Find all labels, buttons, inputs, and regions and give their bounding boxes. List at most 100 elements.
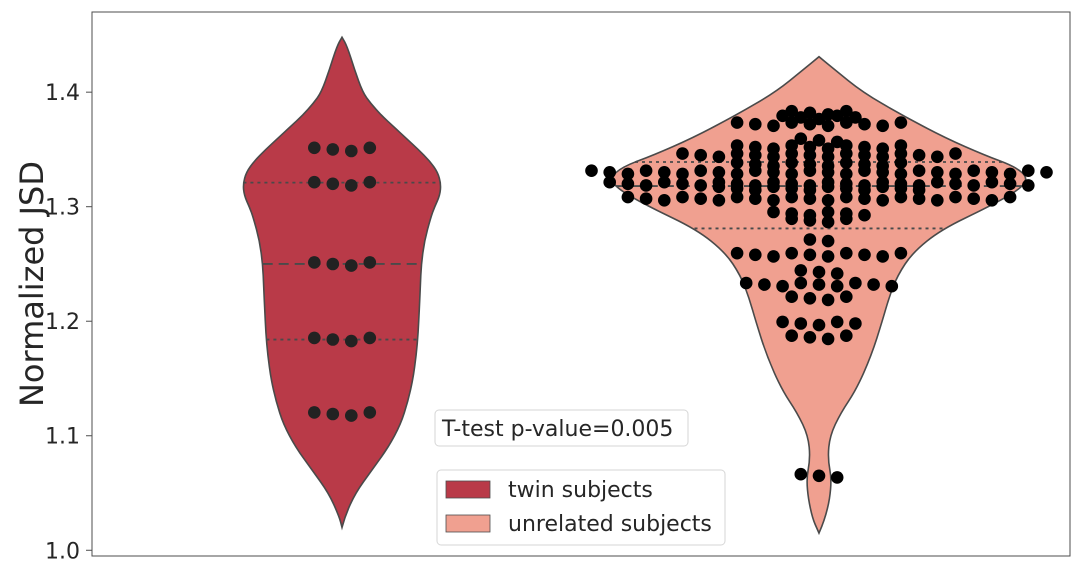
data-point bbox=[840, 167, 853, 181]
data-point bbox=[830, 471, 844, 484]
data-point bbox=[694, 192, 707, 205]
data-point bbox=[840, 177, 853, 191]
legend-swatch-unrelated bbox=[445, 514, 491, 533]
data-point bbox=[767, 142, 780, 155]
legend-swatch-twin bbox=[445, 480, 491, 499]
data-point bbox=[840, 104, 853, 118]
data-point bbox=[821, 175, 835, 189]
data-point bbox=[849, 317, 862, 330]
data-point bbox=[694, 179, 707, 192]
data-point bbox=[785, 104, 798, 118]
data-point bbox=[603, 166, 616, 179]
data-point bbox=[345, 259, 358, 272]
data-point bbox=[308, 406, 321, 419]
data-point bbox=[794, 276, 808, 290]
data-point bbox=[967, 164, 980, 177]
y-tick-label: 1.3 bbox=[45, 196, 80, 221]
p-value-annotation: T-test p-value=0.005 bbox=[434, 409, 689, 447]
data-point bbox=[345, 179, 358, 192]
data-point bbox=[749, 248, 762, 262]
data-point bbox=[363, 141, 377, 155]
y-tick-label: 1.4 bbox=[45, 81, 80, 106]
data-point bbox=[767, 159, 780, 173]
data-point bbox=[794, 467, 808, 481]
data-point bbox=[812, 265, 826, 279]
data-point bbox=[894, 190, 908, 204]
data-point bbox=[821, 159, 835, 173]
data-point bbox=[749, 192, 762, 205]
data-point bbox=[739, 276, 753, 290]
data-point bbox=[676, 177, 689, 191]
violin-unrelated bbox=[585, 55, 1053, 536]
data-point bbox=[803, 233, 817, 246]
data-point bbox=[912, 192, 926, 205]
data-point bbox=[812, 469, 826, 483]
data-point bbox=[603, 175, 616, 189]
data-point bbox=[712, 175, 726, 189]
violins bbox=[242, 35, 1053, 536]
data-point bbox=[803, 208, 817, 222]
data-point bbox=[363, 256, 377, 269]
legend-label-twin: twin subjects bbox=[508, 478, 653, 503]
data-point bbox=[876, 119, 889, 133]
data-point bbox=[894, 156, 908, 169]
data-point bbox=[776, 279, 789, 293]
data-point bbox=[840, 190, 853, 204]
data-point bbox=[730, 116, 744, 129]
data-point bbox=[345, 409, 358, 422]
data-point bbox=[1022, 179, 1035, 192]
data-point bbox=[894, 246, 908, 260]
data-point bbox=[803, 179, 817, 192]
data-point bbox=[730, 177, 744, 191]
data-point bbox=[803, 158, 817, 171]
data-point bbox=[785, 207, 798, 220]
data-point bbox=[767, 205, 780, 219]
data-point bbox=[758, 278, 771, 291]
data-point bbox=[931, 150, 944, 164]
data-point bbox=[658, 194, 671, 207]
data-point bbox=[840, 207, 853, 220]
data-point bbox=[858, 179, 871, 192]
data-point bbox=[821, 205, 835, 219]
data-point bbox=[949, 147, 962, 160]
data-point bbox=[730, 246, 744, 260]
data-point bbox=[858, 192, 871, 205]
data-point bbox=[749, 117, 762, 131]
data-point bbox=[894, 139, 908, 152]
data-point bbox=[1003, 177, 1017, 191]
data-point bbox=[639, 179, 653, 192]
data-point bbox=[794, 264, 808, 277]
data-point bbox=[1003, 167, 1017, 181]
data-point bbox=[830, 279, 844, 293]
data-point bbox=[985, 175, 999, 189]
data-point bbox=[676, 190, 689, 204]
data-point bbox=[858, 208, 871, 222]
data-point bbox=[931, 175, 944, 189]
data-point bbox=[712, 150, 726, 164]
data-point bbox=[308, 256, 321, 269]
data-point bbox=[840, 246, 853, 260]
legend-label-unrelated: unrelated subjects bbox=[508, 512, 712, 537]
data-point bbox=[885, 279, 899, 293]
data-point bbox=[812, 278, 826, 291]
data-point bbox=[985, 166, 999, 179]
data-point bbox=[639, 192, 653, 205]
data-point bbox=[858, 248, 871, 262]
data-point bbox=[876, 159, 889, 173]
data-point bbox=[749, 140, 762, 154]
data-point bbox=[308, 141, 321, 155]
data-point bbox=[912, 164, 926, 177]
data-point bbox=[931, 194, 944, 207]
data-point bbox=[658, 175, 671, 189]
violin-body bbox=[242, 35, 442, 531]
data-point bbox=[694, 164, 707, 177]
data-point bbox=[967, 192, 980, 205]
data-point bbox=[785, 177, 798, 191]
data-point bbox=[345, 334, 358, 348]
data-point bbox=[730, 139, 744, 152]
plot-area bbox=[91, 11, 1071, 557]
data-point bbox=[730, 167, 744, 181]
data-point bbox=[821, 293, 835, 307]
data-point bbox=[803, 140, 817, 154]
data-point bbox=[803, 331, 817, 344]
